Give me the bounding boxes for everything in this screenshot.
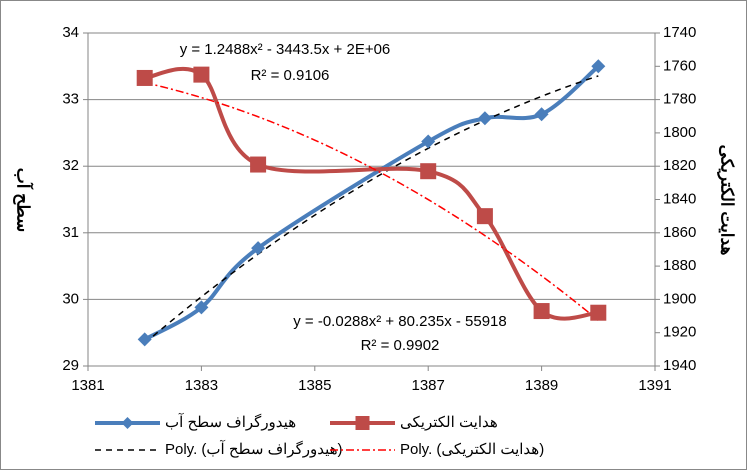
legend-label: Poly. (هیدورگراف سطح آب) <box>165 440 343 458</box>
y2-tick-label: 1780 <box>663 91 696 108</box>
y2-axis-title: هدایت الکتریکی <box>717 145 737 256</box>
marker <box>136 69 153 86</box>
marker <box>193 66 210 83</box>
x-tick-label: 1383 <box>185 377 218 394</box>
x-tick-label: 1389 <box>525 377 558 394</box>
trendline <box>144 81 599 321</box>
trend-equation: y = -0.0288x² + 80.235x - 55918 <box>293 313 506 330</box>
marker <box>591 59 606 74</box>
marker <box>476 208 493 225</box>
marker <box>137 332 152 347</box>
y-tick-label: 30 <box>62 290 79 307</box>
y2-tick-label: 1920 <box>663 324 696 341</box>
y2-tick-label: 1820 <box>663 157 696 174</box>
legend-label: Poly. (هدایت الکتریکی) <box>400 441 544 458</box>
x-tick-label: 1391 <box>638 377 671 394</box>
y-tick-label: 31 <box>62 224 79 241</box>
legend-label: هدایت الکتریکی <box>400 414 498 431</box>
marker <box>251 241 266 256</box>
y2-tick-label: 1900 <box>663 290 696 307</box>
y2-tick-label: 1860 <box>663 224 696 241</box>
legend-label: هیدورگراف سطح آب <box>165 413 296 431</box>
legend-marker <box>121 417 134 429</box>
y2-tick-label: 1800 <box>663 124 696 141</box>
y2-tick-label: 1840 <box>663 190 696 207</box>
y-tick-label: 32 <box>62 157 79 174</box>
trend-r2: R² = 0.9106 <box>251 67 330 84</box>
marker <box>250 156 267 173</box>
marker <box>533 303 550 320</box>
legend-marker <box>355 416 370 430</box>
x-tick-label: 1387 <box>412 377 445 394</box>
x-tick-label: 1385 <box>298 377 331 394</box>
y-tick-label: 34 <box>62 24 79 41</box>
marker <box>477 111 492 126</box>
y2-tick-label: 1740 <box>663 24 696 41</box>
marker <box>421 134 436 149</box>
marker <box>590 304 607 321</box>
trend-r2: R² = 0.9902 <box>361 337 440 354</box>
x-tick-label: 1381 <box>71 377 104 394</box>
y2-tick-label: 1760 <box>663 57 696 74</box>
marker <box>194 300 209 315</box>
y2-tick-label: 1940 <box>663 357 696 374</box>
y-tick-label: 29 <box>62 357 79 374</box>
y-tick-label: 33 <box>62 91 79 108</box>
marker <box>534 107 549 122</box>
trend-equation: y = 1.2488x² - 3443.5x + 2E+06 <box>180 41 391 58</box>
y2-tick-label: 1880 <box>663 257 696 274</box>
marker <box>420 163 437 180</box>
y-axis-title: سطح آب <box>13 168 35 233</box>
trendline <box>144 75 599 344</box>
